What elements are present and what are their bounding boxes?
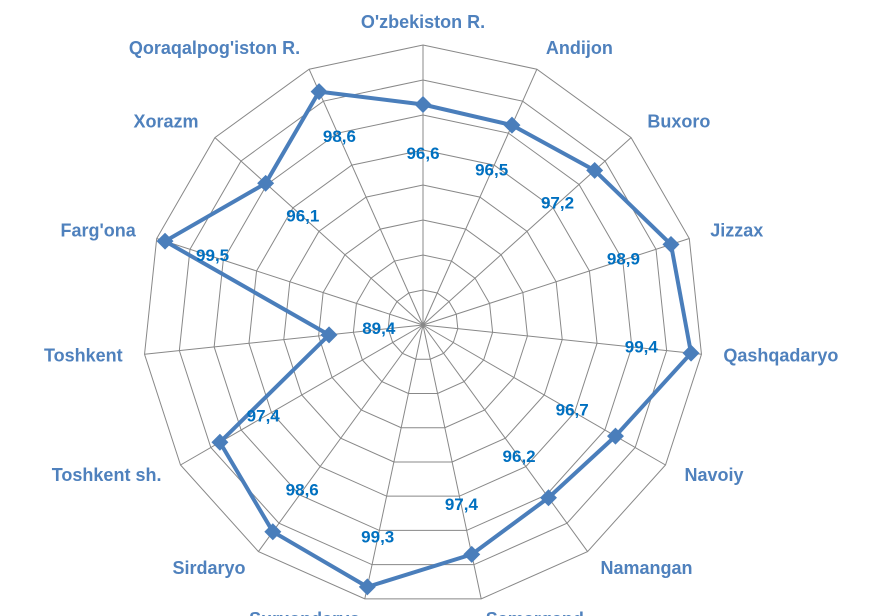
value-label: 98,6	[286, 481, 319, 500]
marker	[540, 489, 557, 507]
grid-ring	[352, 254, 494, 394]
marker	[414, 96, 432, 113]
category-label: Andijon	[546, 38, 613, 58]
spoke	[422, 237, 690, 326]
grid-ring	[318, 219, 528, 429]
marker	[257, 174, 275, 192]
marker	[463, 545, 481, 563]
grid-ring	[283, 184, 563, 463]
value-label: 97,4	[445, 495, 479, 514]
spoke	[422, 324, 588, 552]
category-label: Buxoro	[647, 112, 710, 132]
value-label: 96,7	[556, 401, 589, 420]
category-label: Toshkent sh.	[52, 465, 162, 485]
category-label: Navoiy	[685, 465, 744, 485]
category-label: Qoraqalpog'iston R.	[129, 38, 300, 58]
value-label: 99,5	[196, 246, 229, 265]
value-label: 99,4	[625, 337, 659, 356]
marker	[211, 433, 229, 451]
grid-ring	[144, 44, 702, 600]
marker	[606, 427, 624, 445]
data-line	[163, 89, 694, 589]
marker	[320, 326, 338, 344]
grid-ring	[213, 114, 633, 531]
value-label: 97,4	[247, 407, 281, 426]
spoke	[364, 324, 424, 599]
spoke	[214, 137, 424, 326]
value-label: 96,2	[503, 447, 536, 466]
value-label: 98,9	[607, 249, 640, 268]
value-label: 98,6	[323, 127, 356, 146]
marker	[682, 344, 700, 362]
category-label: Jizzax	[710, 220, 763, 240]
marker	[662, 235, 680, 253]
category-label: Samarqand	[486, 609, 584, 616]
value-label: 96,1	[286, 206, 319, 225]
value-label: 96,5	[475, 160, 508, 179]
spoke	[422, 324, 666, 466]
marker	[310, 83, 328, 101]
category-label: Namangan	[601, 558, 693, 578]
spoke	[308, 69, 424, 326]
grid-ring	[387, 289, 459, 360]
category-label: Surxondaryo	[249, 609, 360, 616]
category-label: Qashqadaryo	[723, 345, 838, 365]
marker	[503, 116, 521, 134]
marker	[358, 578, 376, 596]
grid-ring	[248, 149, 598, 497]
category-label: Farg'ona	[60, 220, 136, 240]
marker	[586, 161, 604, 179]
spoke	[156, 237, 424, 326]
category-label: O'zbekiston R.	[361, 12, 485, 32]
value-label: 96,6	[406, 144, 439, 163]
value-label: 97,2	[541, 193, 574, 212]
spoke	[422, 137, 632, 326]
spoke	[144, 324, 424, 355]
spoke	[422, 324, 702, 355]
marker	[156, 232, 174, 250]
category-label: Toshkent	[44, 345, 123, 365]
value-label: 89,4	[362, 319, 396, 338]
value-label: 99,3	[361, 527, 394, 546]
spoke	[422, 69, 538, 326]
category-label: Xorazm	[134, 112, 199, 132]
spoke	[258, 324, 424, 552]
marker	[264, 523, 282, 541]
category-label: Sirdaryo	[172, 558, 245, 578]
